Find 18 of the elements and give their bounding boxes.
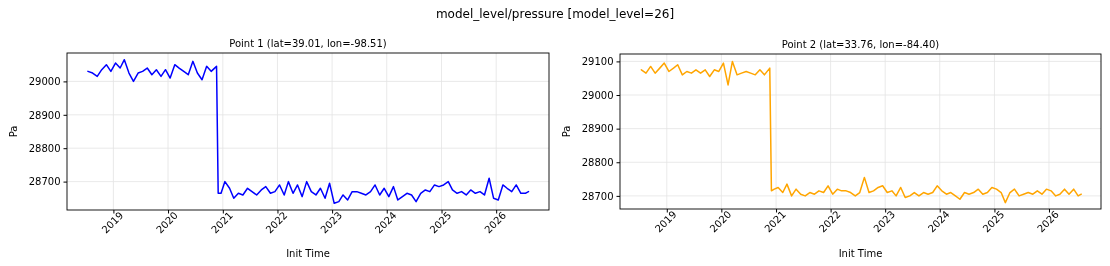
x-axis-title: Init Time: [286, 248, 330, 259]
y-tick-label: 28800: [28, 142, 61, 154]
y-axis-title: Pa: [561, 125, 572, 138]
y-tick-label: 28900: [581, 123, 614, 135]
text: model_level/pressure [model_level=26]: [435, 7, 675, 21]
y-tick-label: 28800: [581, 156, 614, 168]
chart-title: Point 1 (lat=39.01, lon=-98.51): [229, 38, 387, 49]
y-tick-label: 28700: [28, 176, 61, 188]
y-axis-title: Pa: [8, 125, 19, 138]
y-tick-label: 28700: [581, 190, 614, 202]
line-series: [87, 58, 530, 205]
y-tick-label: 28900: [28, 109, 61, 121]
line-series: [640, 60, 1083, 204]
y-tick-label: 29000: [28, 76, 61, 88]
y-tick-label: 29000: [581, 89, 614, 101]
x-axis-title: Init Time: [838, 248, 883, 259]
y-tick-label: 29100: [581, 56, 614, 68]
chart-title: Point 2 (lat=33.76, lon=-84.40): [781, 39, 940, 50]
